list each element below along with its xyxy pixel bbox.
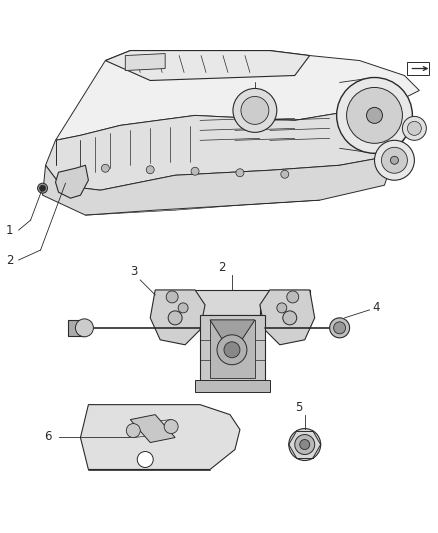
- Circle shape: [146, 166, 154, 174]
- Circle shape: [277, 303, 287, 313]
- Polygon shape: [210, 320, 255, 378]
- Polygon shape: [150, 290, 205, 345]
- Circle shape: [374, 140, 414, 180]
- Circle shape: [164, 419, 178, 433]
- Circle shape: [126, 424, 140, 438]
- Circle shape: [168, 311, 182, 325]
- Circle shape: [283, 311, 297, 325]
- Polygon shape: [56, 165, 88, 198]
- Polygon shape: [68, 320, 85, 336]
- Polygon shape: [125, 53, 165, 70]
- Polygon shape: [81, 405, 240, 470]
- Circle shape: [236, 169, 244, 177]
- Circle shape: [191, 167, 199, 175]
- Polygon shape: [56, 51, 419, 140]
- Text: 5: 5: [295, 401, 302, 414]
- Circle shape: [241, 96, 269, 124]
- Circle shape: [367, 108, 382, 123]
- Circle shape: [295, 434, 314, 455]
- Text: 3: 3: [130, 265, 138, 278]
- Text: 1: 1: [6, 224, 13, 237]
- Polygon shape: [46, 100, 410, 190]
- Circle shape: [39, 185, 46, 191]
- Circle shape: [178, 303, 188, 313]
- Circle shape: [337, 77, 413, 154]
- Text: 2: 2: [6, 254, 13, 266]
- Polygon shape: [210, 320, 255, 355]
- Polygon shape: [200, 315, 265, 385]
- Circle shape: [281, 170, 289, 178]
- Circle shape: [166, 291, 178, 303]
- Circle shape: [390, 156, 399, 164]
- Polygon shape: [155, 290, 310, 315]
- Circle shape: [75, 319, 93, 337]
- Circle shape: [101, 164, 110, 172]
- Circle shape: [403, 116, 426, 140]
- Polygon shape: [106, 51, 310, 80]
- Circle shape: [289, 429, 321, 461]
- Circle shape: [224, 342, 240, 358]
- Circle shape: [217, 335, 247, 365]
- Circle shape: [233, 88, 277, 132]
- Circle shape: [38, 183, 48, 193]
- Text: 2: 2: [218, 262, 226, 274]
- Polygon shape: [42, 155, 395, 215]
- Circle shape: [334, 322, 346, 334]
- Polygon shape: [260, 290, 314, 345]
- Text: 4: 4: [372, 301, 380, 314]
- Circle shape: [300, 440, 310, 449]
- Circle shape: [137, 451, 153, 467]
- Circle shape: [346, 87, 403, 143]
- Circle shape: [407, 122, 421, 135]
- Polygon shape: [130, 415, 175, 442]
- Circle shape: [287, 291, 299, 303]
- Circle shape: [381, 147, 407, 173]
- Circle shape: [330, 318, 350, 338]
- FancyBboxPatch shape: [407, 61, 429, 76]
- Polygon shape: [195, 379, 270, 392]
- Text: 6: 6: [45, 430, 52, 443]
